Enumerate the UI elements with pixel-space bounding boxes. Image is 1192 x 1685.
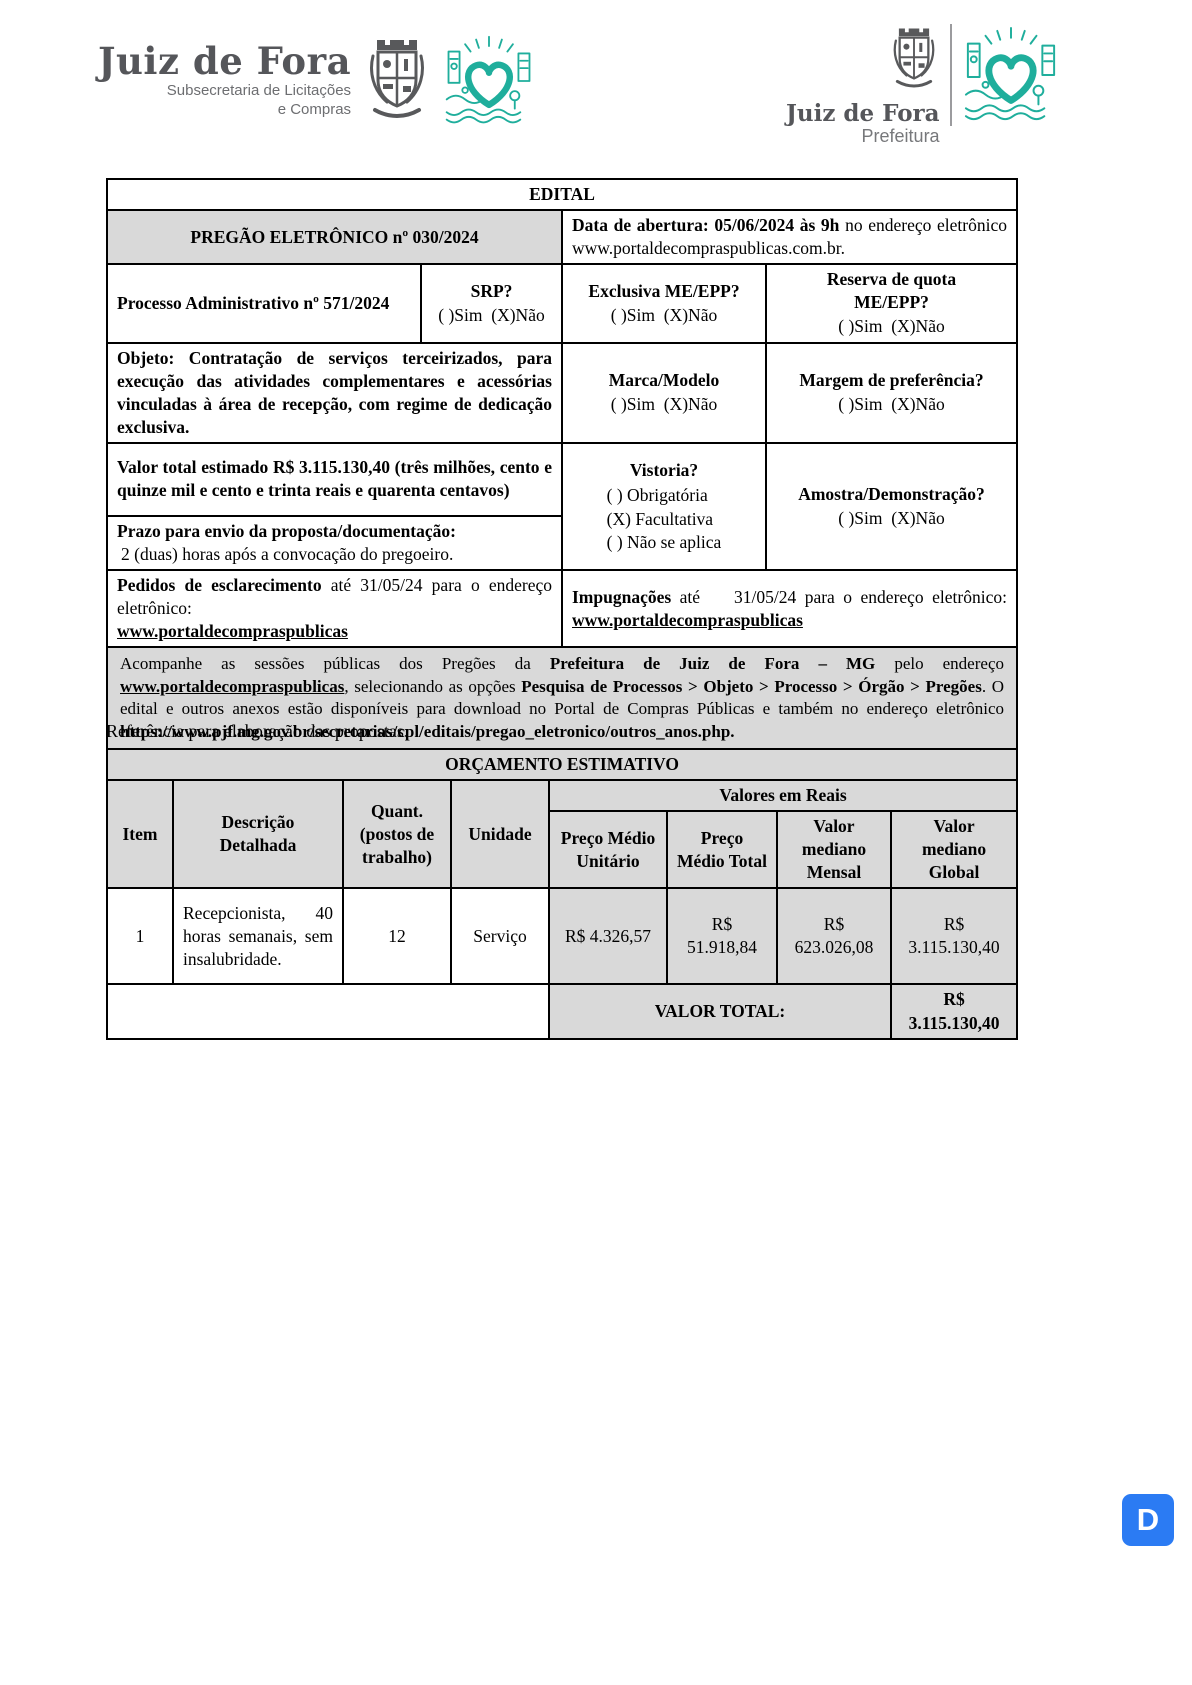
acompanhe-text: pelo endereço: [875, 654, 1004, 674]
pedidos-rest: até 31/05/24 para o endereço eletrônico:: [117, 575, 552, 619]
col-header-preco-medio-unitario: Preço Médio Unitário: [548, 810, 668, 890]
col-header-quant: Quant. (postos de trabalho): [342, 779, 452, 890]
row-valor-mediano-mensal: R$ 623.026,08: [776, 887, 892, 986]
brand-name-left: Juiz de Fora: [98, 39, 352, 83]
amostra-title: Amostra/Demonstração?: [798, 483, 985, 504]
srp-title: SRP?: [470, 280, 513, 301]
portal-compras-link[interactable]: www.portaldecompraspublicas: [572, 609, 803, 630]
vistoria-opt-nao-se-aplica: ( ) Não se aplica: [606, 531, 722, 552]
impugnacoes-rest: até 31/05/24 para o endereço eletrônico:: [671, 586, 1007, 607]
vistoria-opt-obrigatoria: ( ) Obrigatória: [606, 485, 708, 506]
acompanhe-text: . O edital e outros anexos estão disponí…: [120, 676, 1004, 719]
vistoria-cell: Vistoria? ( ) Obrigatória (X) Facultativ…: [561, 441, 767, 572]
brand-subtitle-right: Prefeitura: [861, 126, 940, 147]
prazo-cell: Prazo para envio da proposta/documentaçã…: [106, 514, 563, 572]
header-left: Juiz de Fora Subsecretaria de Licitações…: [98, 34, 535, 133]
menu-path: Pesquisa de Processos > Objeto > Process…: [521, 676, 982, 696]
row-preco-medio-unitario: R$ 4.326,57: [548, 887, 668, 986]
prazo-label: Prazo para envio da proposta/documentaçã…: [117, 520, 456, 541]
total-row-spacer: [106, 983, 550, 1040]
acompanhe-text: Acompanhe as sessões públicas dos Pregõe…: [120, 654, 550, 674]
col-header-valor-mediano-mensal: Valor mediano Mensal: [776, 810, 892, 890]
objeto-cell: Objeto: Contratação de serviços terceiri…: [106, 341, 563, 444]
portal-compras-link[interactable]: www.portaldecompraspublicas: [117, 621, 348, 642]
data-abertura-label: Data de abertura: 05/06/2024 às 9h: [572, 215, 840, 236]
amostra-options: ( )Sim (X)Não: [838, 508, 945, 529]
margem-title: Margem de preferência?: [799, 370, 984, 391]
col-header-descricao: Descrição Detalhada: [172, 779, 344, 890]
marca-options: ( )Sim (X)Não: [610, 394, 718, 415]
pedidos-cell: Pedidos de esclarecimento até 31/05/24 p…: [106, 569, 563, 649]
brand-subtitle-line1: Subsecretaria de Licitações: [166, 81, 352, 99]
portal-compras-link[interactable]: www.portaldecompraspublicas: [120, 676, 345, 696]
col-header-valor-mediano-global: Valor mediano Global: [889, 810, 1019, 890]
valor-total-label: VALOR TOTAL:: [548, 983, 892, 1040]
col-header-item: Item: [106, 779, 174, 890]
impugnacoes-label: Impugnações: [572, 586, 672, 607]
exclusiva-title: Exclusiva ME/EPP?: [588, 280, 740, 301]
vistoria-title: Vistoria?: [629, 460, 699, 481]
referencia-note: Referência para elaboração das propostas…: [106, 721, 409, 741]
edital-table: EDITAL PREGÃO ELETRÔNICO nº 030/2024 Dat…: [106, 177, 1018, 751]
processo-cell: Processo Administrativo nº 571/2024: [106, 263, 422, 344]
orcamento-title: ORÇAMENTO ESTIMATIVO: [105, 747, 1019, 782]
exclusiva-cell: Exclusiva ME/EPP? ( )Sim (X)Não: [561, 263, 767, 344]
heart-artwork-icon: [443, 34, 535, 133]
amostra-cell: Amostra/Demonstração? ( )Sim (X)Não: [765, 441, 1018, 572]
prazo-value: 2 (duas) horas após a convocação do preg…: [121, 544, 454, 565]
reserva-title: Reserva de quota ME/EPP?: [826, 269, 957, 313]
margem-cell: Margem de preferência? ( )Sim (X)Não: [765, 341, 1018, 444]
marca-title: Marca/Modelo: [608, 370, 720, 391]
valor-estimado-cell: Valor total estimado R$ 3.115.130,40 (tr…: [106, 441, 563, 517]
marca-cell: Marca/Modelo ( )Sim (X)Não: [561, 341, 767, 444]
row-descricao: Recepcionista, 40 horas semanais, sem in…: [172, 887, 344, 986]
heart-artwork-icon: [962, 24, 1060, 131]
header-divider: [949, 24, 952, 126]
valor-total-value: R$ 3.115.130,40: [889, 983, 1019, 1040]
vistoria-options: ( ) Obrigatória (X) Facultativa ( ) Não …: [607, 484, 722, 553]
docs-viewer-icon: D: [1136, 1502, 1160, 1537]
header-right: Juiz de Fora Prefeitura: [786, 24, 1060, 147]
orcamento-table: ORÇAMENTO ESTIMATIVO Item Descrição Deta…: [105, 747, 1019, 1040]
data-abertura-rest: no endereço eletrônico www.portaldecompr…: [572, 215, 1007, 259]
col-header-valores: Valores em Reais: [547, 779, 1019, 813]
brand-left: Juiz de Fora Subsecretaria de Licitações…: [98, 42, 351, 120]
margem-options: ( )Sim (X)Não: [838, 394, 945, 415]
row-valor-mediano-global: R$ 3.115.130,40: [889, 887, 1019, 986]
brand-subtitle-line2: e Compras: [277, 101, 352, 119]
brand-right: Juiz de Fora Prefeitura: [786, 24, 940, 147]
city-crest-icon: [888, 24, 940, 97]
acompanhe-cell: Acompanhe as sessões públicas dos Pregõe…: [106, 646, 1018, 751]
srp-cell: SRP? ( )Sim (X)Não: [420, 263, 563, 344]
srp-options: ( )Sim (X)Não: [438, 304, 545, 325]
prefeitura-name: Prefeitura de Juiz de Fora – MG: [549, 654, 876, 674]
row-preco-medio-total: R$ 51.918,84: [666, 887, 778, 986]
col-header-unidade: Unidade: [450, 779, 550, 890]
pjf-editais-link[interactable]: https://www.pjf.mg.gov.br/secretarias/cp…: [120, 721, 735, 741]
row-item: 1: [106, 887, 174, 986]
edital-title: EDITAL: [106, 177, 1018, 212]
impugnacoes-cell: Impugnações até 31/05/24 para o endereço…: [561, 569, 1018, 649]
row-quant: 12: [342, 887, 452, 986]
pregao-number-cell: PREGÃO ELETRÔNICO nº 030/2024: [106, 209, 563, 266]
pedidos-label: Pedidos de esclarecimento: [117, 575, 322, 596]
row-unidade: Serviço: [450, 887, 550, 986]
vistoria-opt-facultativa: (X) Facultativa: [606, 508, 714, 529]
acompanhe-text: , selecionando as opções: [344, 676, 522, 696]
data-abertura-cell: Data de abertura: 05/06/2024 às 9h no en…: [561, 209, 1018, 266]
reserva-cell: Reserva de quota ME/EPP? ( )Sim (X)Não: [765, 263, 1018, 344]
exclusiva-options: ( )Sim (X)Não: [610, 304, 718, 325]
col-header-preco-medio-total: Preço Médio Total: [666, 810, 778, 890]
reserva-options: ( )Sim (X)Não: [838, 316, 945, 337]
docs-viewer-badge[interactable]: D: [1122, 1494, 1174, 1546]
city-crest-icon: [365, 34, 429, 129]
brand-name-right: Juiz de Fora: [786, 100, 940, 127]
